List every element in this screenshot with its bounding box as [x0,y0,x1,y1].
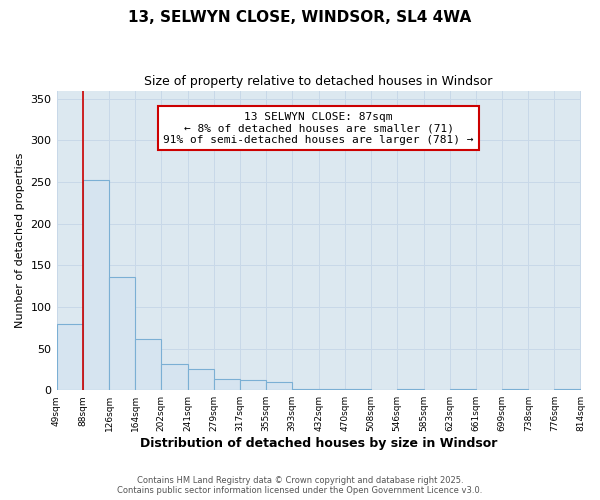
Title: Size of property relative to detached houses in Windsor: Size of property relative to detached ho… [145,75,493,88]
Text: 13 SELWYN CLOSE: 87sqm
← 8% of detached houses are smaller (71)
91% of semi-deta: 13 SELWYN CLOSE: 87sqm ← 8% of detached … [163,112,474,144]
Bar [266,382,292,390]
Bar [161,364,188,390]
Bar [136,338,161,390]
Bar [554,388,581,390]
Y-axis label: Number of detached properties: Number of detached properties [15,152,25,328]
Bar [56,324,83,390]
X-axis label: Distribution of detached houses by size in Windsor: Distribution of detached houses by size … [140,437,497,450]
Bar [240,380,266,390]
Bar [83,180,109,390]
Bar [214,380,240,390]
Bar [109,277,136,390]
Text: Contains HM Land Registry data © Crown copyright and database right 2025.
Contai: Contains HM Land Registry data © Crown c… [118,476,482,495]
Text: 13, SELWYN CLOSE, WINDSOR, SL4 4WA: 13, SELWYN CLOSE, WINDSOR, SL4 4WA [128,10,472,25]
Bar [292,388,319,390]
Bar [188,370,214,390]
Bar [319,388,345,390]
